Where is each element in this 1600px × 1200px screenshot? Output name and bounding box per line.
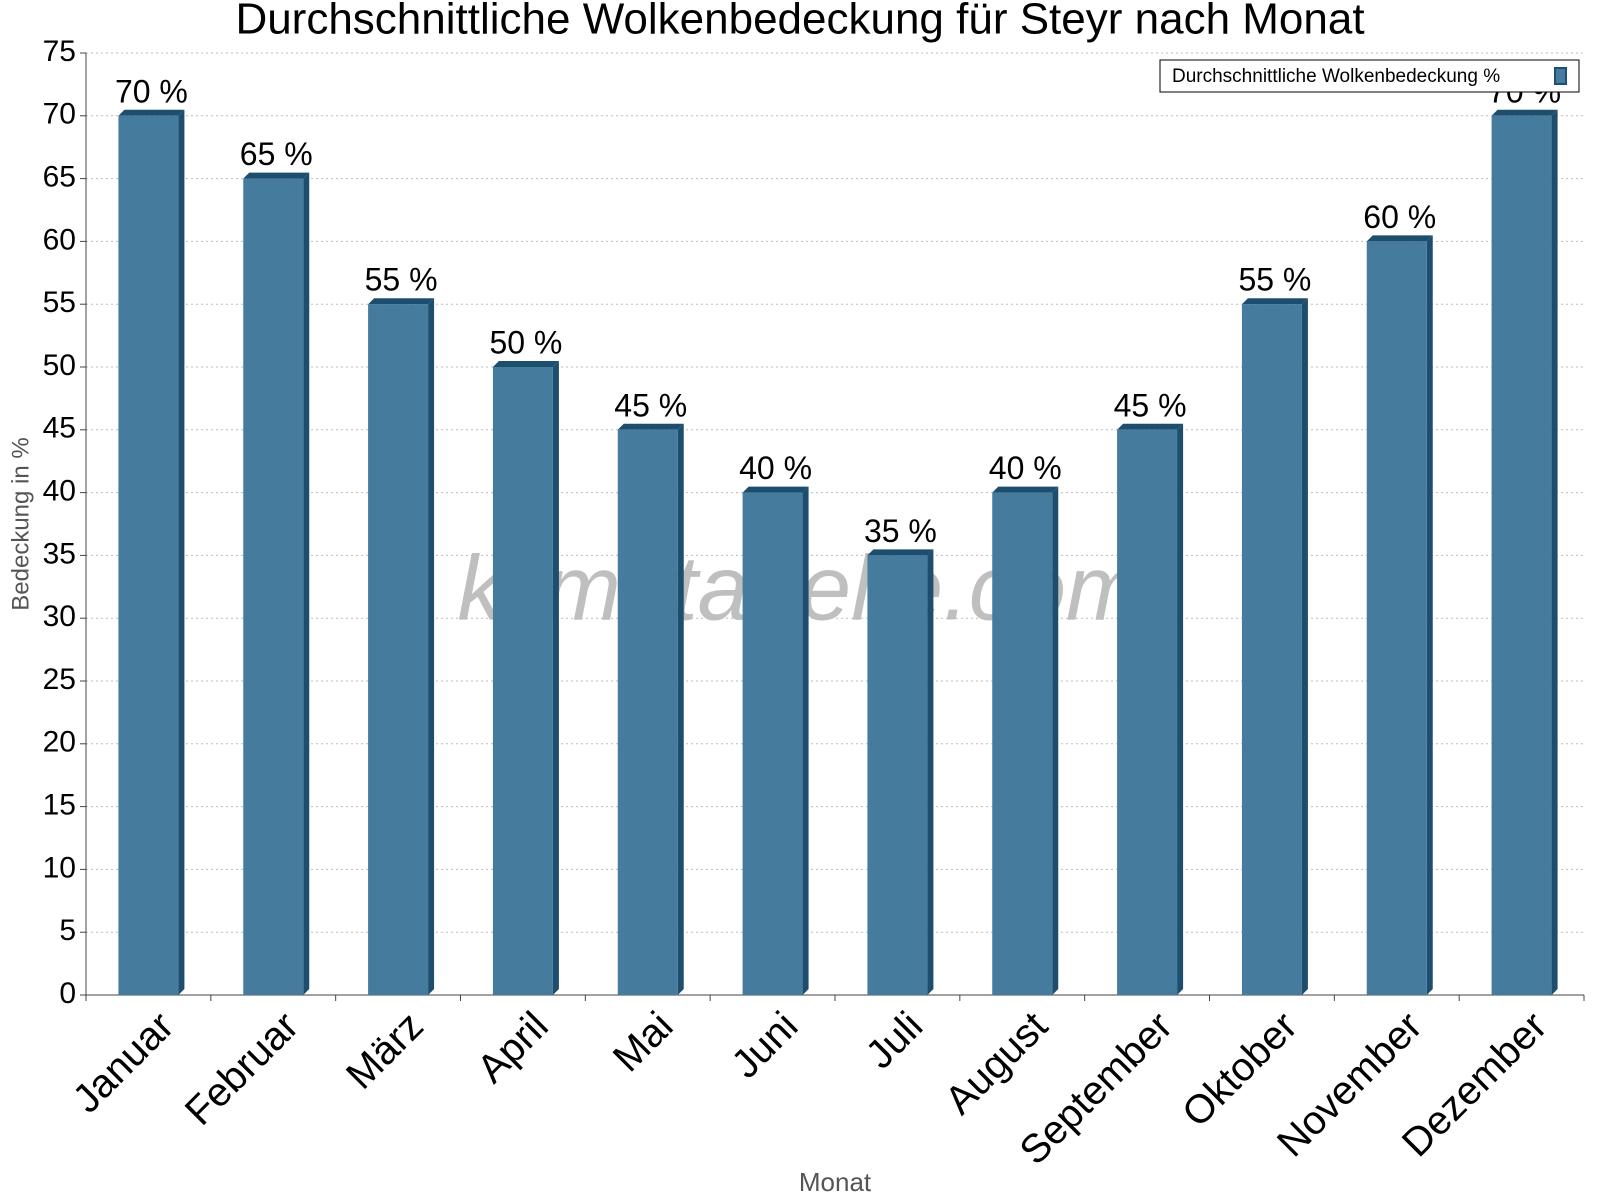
bar xyxy=(368,304,429,995)
y-tick-label: 45 xyxy=(43,412,76,445)
y-tick-label: 25 xyxy=(43,663,76,696)
y-axis-label: Bedeckung in % xyxy=(7,437,34,610)
value-label: 45 % xyxy=(614,387,687,423)
y-tick-label: 0 xyxy=(59,977,76,1010)
bar xyxy=(867,555,928,995)
bar xyxy=(1366,241,1427,995)
chart-title: Durchschnittliche Wolkenbedeckung für St… xyxy=(235,0,1364,44)
x-tick-label: Januar xyxy=(65,1004,183,1122)
bar-side xyxy=(1301,298,1308,995)
y-tick-label: 70 xyxy=(43,98,76,131)
bar-top xyxy=(243,172,310,179)
y-tick-label: 65 xyxy=(43,161,76,194)
bar-top xyxy=(1491,109,1558,116)
y-tick-label: 50 xyxy=(43,349,76,382)
bar xyxy=(742,492,803,995)
bar-side xyxy=(428,298,435,995)
bar-side xyxy=(677,423,684,995)
bar-top xyxy=(867,549,934,556)
value-label: 40 % xyxy=(989,450,1062,486)
bar-side xyxy=(303,172,310,996)
bar xyxy=(243,178,304,996)
y-tick-label: 10 xyxy=(43,851,76,884)
x-tick-label: Juli xyxy=(858,1004,932,1078)
bar-side xyxy=(927,549,934,995)
bar-top xyxy=(617,423,684,430)
bar xyxy=(1491,115,1552,996)
bar-side xyxy=(1177,423,1184,995)
bar-top xyxy=(1366,235,1433,242)
x-tick-label: August xyxy=(937,1004,1056,1123)
x-tick-label: März xyxy=(338,1004,432,1098)
bar-top xyxy=(1241,298,1308,305)
value-label: 35 % xyxy=(864,513,937,549)
y-tick-label: 35 xyxy=(43,537,76,570)
legend-swatch xyxy=(1554,67,1567,85)
bar xyxy=(992,492,1053,995)
y-tick-label: 55 xyxy=(43,286,76,319)
bar xyxy=(118,115,179,996)
x-tick-label: Oktober xyxy=(1174,1004,1306,1136)
y-tick-label: 5 xyxy=(59,914,76,947)
x-tick-label: Februar xyxy=(177,1004,307,1134)
bar-top xyxy=(118,109,185,116)
bar-side xyxy=(802,486,809,995)
y-tick-label: 75 xyxy=(43,35,76,68)
value-label: 50 % xyxy=(489,324,562,360)
x-tick-label: April xyxy=(469,1004,557,1092)
bar xyxy=(492,367,553,995)
y-tick-label: 30 xyxy=(43,600,76,633)
x-tick-label: Juni xyxy=(723,1004,806,1087)
bar-top xyxy=(368,298,435,305)
y-tick-label: 40 xyxy=(43,475,76,508)
x-tick-label: Mai xyxy=(605,1004,682,1081)
value-label: 65 % xyxy=(240,136,313,172)
bar xyxy=(1117,429,1178,995)
legend-box xyxy=(1159,59,1580,93)
x-axis-label: Monat xyxy=(799,1167,872,1197)
legend: Durchschnittliche Wolkenbedeckung % xyxy=(1159,59,1580,93)
value-label: 55 % xyxy=(365,262,438,298)
bar-top xyxy=(992,486,1059,493)
bar xyxy=(1241,304,1302,995)
bar xyxy=(617,429,678,995)
value-label: 45 % xyxy=(1114,387,1187,423)
bar-top xyxy=(742,486,809,493)
bar-side xyxy=(178,109,185,996)
value-label: 70 % xyxy=(115,73,188,109)
value-label: 55 % xyxy=(1238,262,1311,298)
bar-side xyxy=(552,361,559,995)
y-tick-label: 20 xyxy=(43,726,76,759)
value-label: 40 % xyxy=(739,450,812,486)
bar-top xyxy=(492,361,559,367)
value-label: 60 % xyxy=(1363,199,1436,235)
y-tick-label: 15 xyxy=(43,789,76,822)
y-tick-label: 60 xyxy=(43,223,76,256)
bar-side xyxy=(1426,235,1433,995)
bar-side xyxy=(1052,486,1059,995)
bar-side xyxy=(1551,109,1558,996)
legend-label: Durchschnittliche Wolkenbedeckung % xyxy=(1172,66,1500,87)
bar-top xyxy=(1117,423,1184,430)
